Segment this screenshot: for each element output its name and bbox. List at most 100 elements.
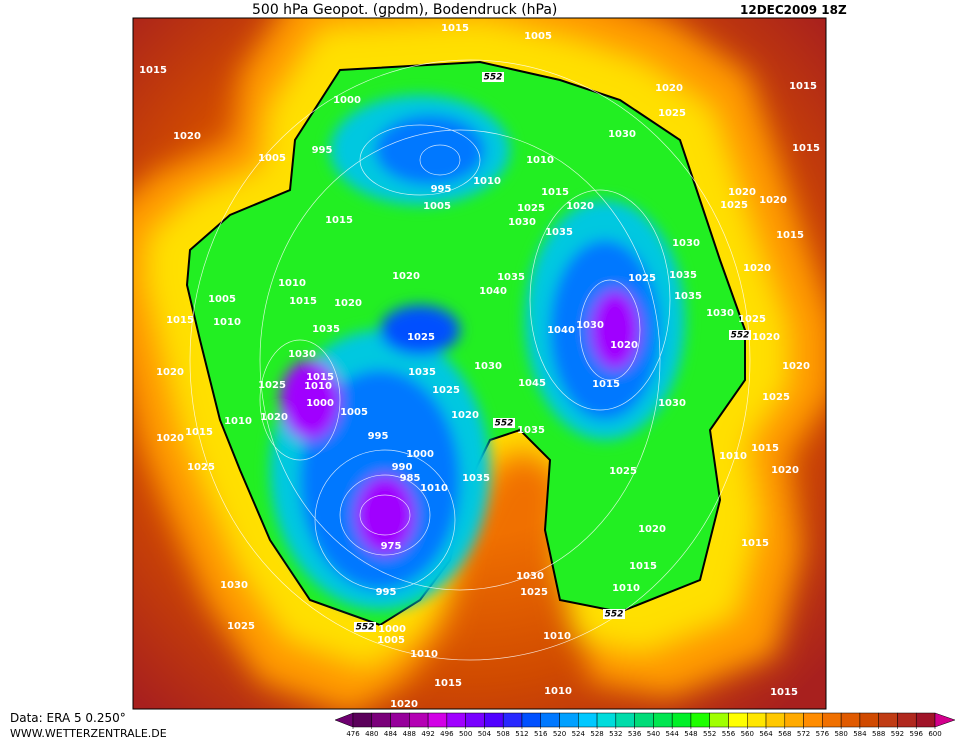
colorbar-arrow-high [934, 712, 956, 728]
contour-label-box [354, 622, 376, 632]
isobar-label: 1010 [213, 317, 241, 328]
colorbar-label: 488 [403, 730, 416, 738]
colorbar-bin [484, 712, 504, 728]
colorbar-label: 532 [609, 730, 622, 738]
isobar-label: 1035 [312, 324, 340, 335]
colorbar-label: 528 [590, 730, 603, 738]
isobar-label: 1030 [508, 217, 536, 228]
isobar-label: 1010 [526, 155, 554, 166]
isobars [189, 59, 751, 661]
colorbar-label: 556 [722, 730, 736, 738]
colorbar-bin [578, 712, 598, 728]
isobar-label: 1015 [592, 379, 620, 390]
isobar-label: 1020 [782, 361, 810, 372]
contour-label-box [482, 72, 504, 82]
colorbar-bin [615, 712, 635, 728]
isobar-label: 1005 [524, 31, 552, 42]
isobar-label: 1035 [517, 425, 545, 436]
colorbar-label: 508 [497, 730, 510, 738]
isobar-label: 1030 [658, 398, 686, 409]
colorbar-label: 548 [684, 730, 697, 738]
isobar-label: 1015 [434, 678, 462, 689]
colorbar-label: 484 [384, 730, 398, 738]
isobar-label: 1010 [544, 686, 572, 697]
isobar-label: 1010 [304, 381, 332, 392]
colorbar-bin [521, 712, 541, 728]
isobar-label: 1030 [220, 580, 248, 591]
isobar-label: 975 [381, 541, 402, 552]
colorbar-bin [690, 712, 710, 728]
isobar-label: 1030 [288, 349, 316, 360]
colorbar-bin [859, 712, 879, 728]
isobar-label: 1000 [333, 95, 361, 106]
contour-label-box [603, 609, 625, 619]
isobar-label: 1025 [187, 462, 215, 473]
isobar-label: 1010 [719, 451, 747, 462]
isobar-label: 1035 [674, 291, 702, 302]
isobar-label: 1015 [441, 23, 469, 34]
isobar-label: 1010 [410, 649, 438, 660]
isobar-label: 990 [392, 462, 413, 473]
isobar-label: 995 [368, 431, 389, 442]
isobar-label: 1020 [566, 201, 594, 212]
isobar-label: 1015 [751, 443, 779, 454]
isobar-label: 1035 [669, 270, 697, 281]
isobar-label: 1015 [325, 215, 353, 226]
isobar-label: 1040 [479, 286, 507, 297]
colorbar-label: 552 [703, 730, 716, 738]
isobar-label: 1025 [407, 332, 435, 343]
colorbar-arrow-low [334, 712, 354, 728]
isobar-label: 1020 [451, 410, 479, 421]
isobar-label: 1005 [258, 153, 286, 164]
colorbar-label: 492 [421, 730, 434, 738]
isobar-label: 1010 [612, 583, 640, 594]
colorbar-label: 588 [872, 730, 885, 738]
isobar-label: 1025 [609, 466, 637, 477]
isobar-label: 995 [312, 145, 333, 156]
colorbar-label: 576 [816, 730, 830, 738]
isobar-label: 1030 [474, 361, 502, 372]
colorbar-bin [502, 712, 523, 728]
colorbar-label: 512 [515, 730, 528, 738]
colorbar-label: 520 [553, 730, 566, 738]
isobar-label: 1025 [432, 385, 460, 396]
isobar-label: 1015 [789, 81, 817, 92]
isobar-label: 1005 [208, 294, 236, 305]
isobar-label: 1025 [658, 108, 686, 119]
colorbar-bin [390, 712, 410, 728]
isobar-label: 1020 [752, 332, 780, 343]
isobar-label: 1025 [227, 621, 255, 632]
isobar-label: 1035 [408, 367, 436, 378]
colorbar-label: 516 [534, 730, 548, 738]
colorbar-bin [559, 712, 579, 728]
colorbar-bin [671, 712, 692, 728]
isobar-label: 1020 [771, 465, 799, 476]
isobar-label: 1025 [762, 392, 790, 403]
isobar-label: 1015 [792, 143, 820, 154]
isobar-label: 1035 [497, 272, 525, 283]
colorbar-label: 580 [834, 730, 847, 738]
isobar-label: 1010 [278, 278, 306, 289]
colorbar-label: 596 [910, 730, 924, 738]
isobar-label: 995 [431, 184, 452, 195]
isobar-label: 1015 [770, 687, 798, 698]
colorbar-bin [634, 712, 654, 728]
isobar-label: 1015 [776, 230, 804, 241]
isobar-label: 1025 [517, 203, 545, 214]
colorbar-bin [878, 712, 898, 728]
colorbar-label: 568 [778, 730, 791, 738]
map-title: 500 hPa Geopot. (gpdm), Bodendruck (hPa) [252, 2, 557, 18]
website: WWW.WETTERZENTRALE.DE [10, 727, 167, 740]
colorbar-bin [409, 712, 429, 728]
isobar-label: 1035 [545, 227, 573, 238]
isobar-label: 1025 [738, 314, 766, 325]
isobar-label: 1045 [518, 378, 546, 389]
colorbar-label: 584 [853, 730, 867, 738]
colorbar-bin [897, 712, 917, 728]
colorbar-bin [465, 712, 485, 728]
isobar-label: 1040 [547, 325, 575, 336]
isobar-label: 1025 [628, 273, 656, 284]
colorbar-bin [915, 712, 936, 728]
colorbar-label: 572 [797, 730, 810, 738]
